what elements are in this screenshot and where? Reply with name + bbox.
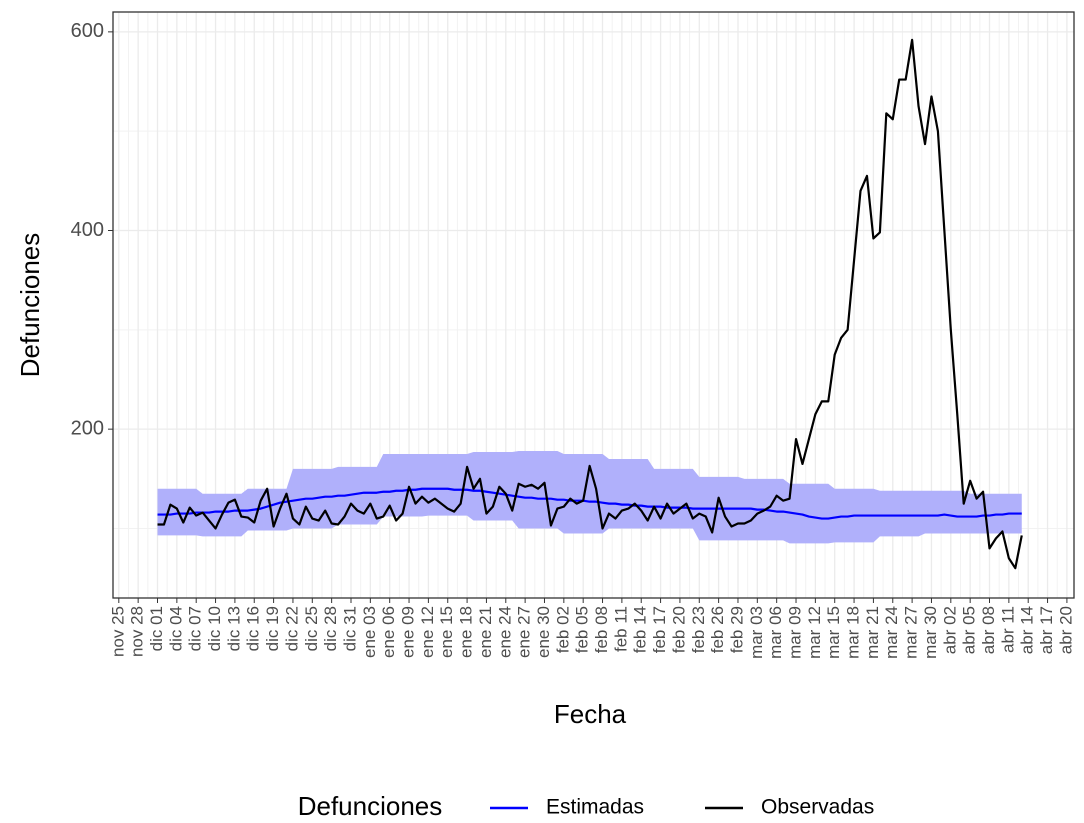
x-tick-label: mar 09 [786, 606, 805, 659]
y-tick-label: 200 [71, 417, 104, 439]
x-tick-label: feb 23 [689, 606, 708, 653]
x-tick-label: abr 17 [1037, 606, 1056, 654]
x-tick-label: dic 28 [321, 606, 340, 651]
x-tick-label: feb 14 [631, 606, 650, 653]
y-axis-title: Defunciones [15, 233, 45, 378]
x-tick-label: ene 12 [418, 606, 437, 658]
x-tick-label: abr 08 [979, 606, 998, 654]
x-tick-label: ene 15 [437, 606, 456, 658]
x-tick-label: dic 16 [244, 606, 263, 651]
x-tick-label: ene 09 [399, 606, 418, 658]
x-tick-label: dic 19 [263, 606, 282, 651]
x-tick-label: mar 21 [863, 606, 882, 659]
x-tick-label: dic 04 [166, 606, 185, 651]
x-tick-label: ene 24 [495, 606, 514, 658]
y-tick-label: 600 [71, 20, 104, 42]
x-tick-label: dic 25 [302, 606, 321, 651]
x-tick-label: ene 18 [457, 606, 476, 658]
legend-label: Observadas [761, 796, 874, 819]
x-tick-label: feb 17 [650, 606, 669, 653]
x-tick-label: nov 25 [108, 606, 127, 657]
x-tick-label: mar 27 [902, 606, 921, 659]
x-axis-title: Fecha [554, 699, 627, 729]
x-tick-label: mar 12 [805, 606, 824, 659]
x-tick-label: dic 10 [205, 606, 224, 651]
x-tick-label: feb 11 [611, 606, 630, 652]
x-tick-label: dic 31 [340, 606, 359, 651]
x-tick-label: mar 30 [921, 606, 940, 659]
plot-border [112, 11, 1075, 599]
x-tick-label: ene 27 [515, 606, 534, 658]
x-tick-label: nov 28 [128, 606, 147, 657]
band [157, 451, 1022, 544]
x-tick-label: ene 21 [476, 606, 495, 658]
x-tick-label: mar 06 [766, 606, 785, 659]
x-tick-label: feb 02 [553, 606, 572, 653]
x-tick-label: ene 03 [360, 606, 379, 658]
x-tick-label: dic 13 [224, 606, 243, 651]
x-tick-label: feb 08 [592, 606, 611, 653]
legend-label: Estimadas [546, 796, 644, 819]
x-tick-label: ene 06 [379, 606, 398, 658]
x-tick-label: abr 05 [960, 606, 979, 654]
x-tick-label: mar 18 [844, 606, 863, 659]
x-tick-label: feb 05 [573, 606, 592, 653]
x-tick-label: mar 15 [824, 606, 843, 659]
line [157, 487, 1022, 520]
legend-title: Defunciones [298, 791, 443, 821]
y-tick-label: 400 [71, 219, 104, 241]
x-tick-label: ene 30 [534, 606, 553, 658]
x-tick-label: abr 02 [940, 606, 959, 654]
line [157, 38, 1023, 570]
x-tick-label: abr 11 [998, 606, 1017, 653]
x-tick-label: abr 20 [1056, 606, 1075, 654]
x-tick-label: mar 03 [747, 606, 766, 659]
x-tick-label: mar 24 [882, 606, 901, 659]
x-tick-label: feb 20 [669, 606, 688, 653]
x-tick-label: dic 22 [282, 606, 301, 651]
x-tick-label: feb 26 [708, 606, 727, 653]
x-tick-label: feb 29 [727, 606, 746, 653]
x-tick-label: dic 01 [147, 606, 166, 651]
x-tick-label: dic 07 [186, 606, 205, 651]
x-tick-label: abr 14 [1018, 606, 1037, 654]
